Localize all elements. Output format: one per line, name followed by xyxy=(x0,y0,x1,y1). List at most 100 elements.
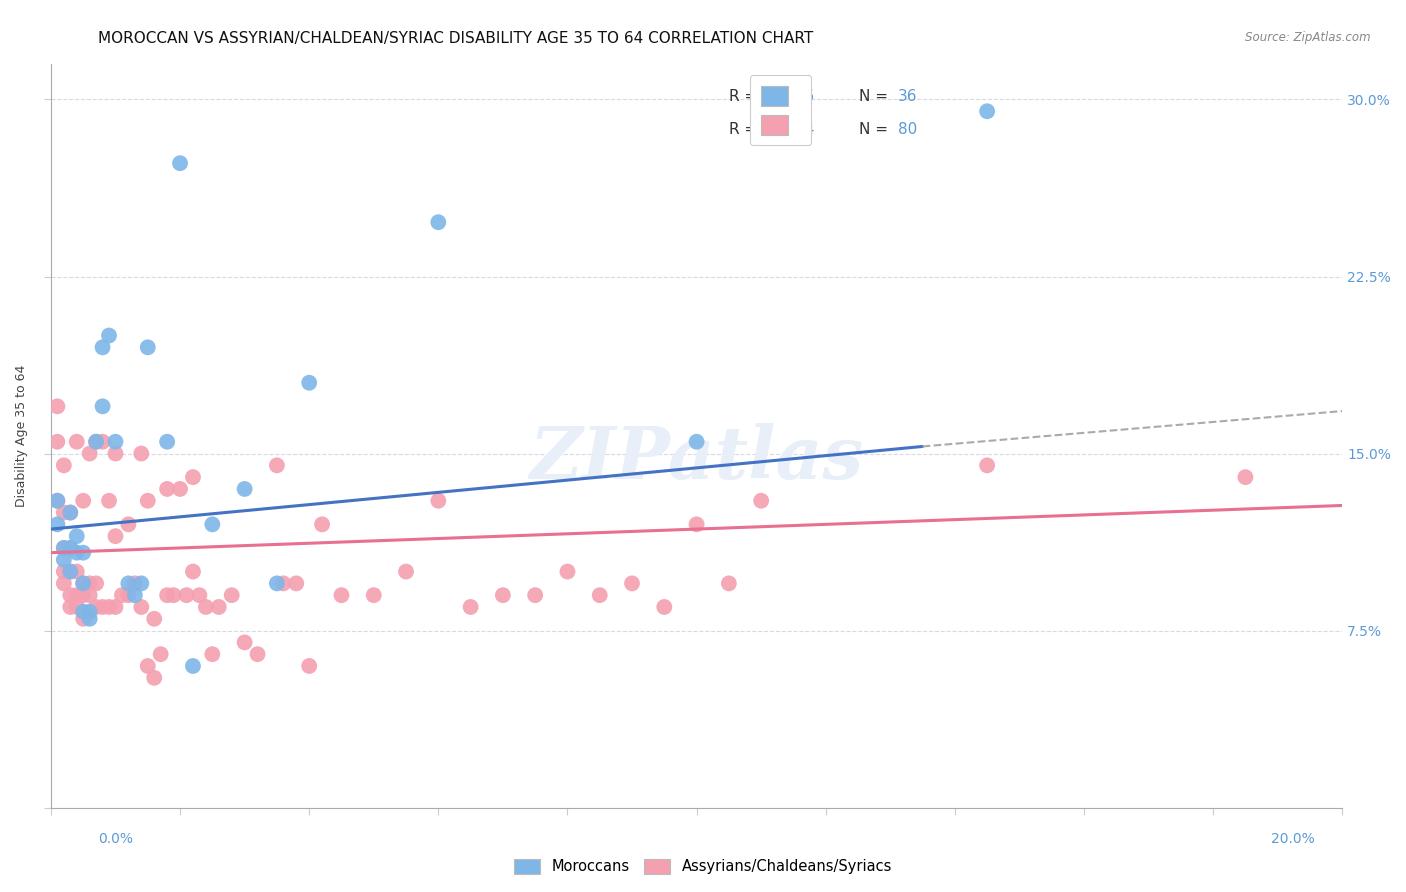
Point xyxy=(66,599,89,614)
Point xyxy=(652,599,675,614)
Point xyxy=(524,588,547,602)
Text: Source: ZipAtlas.com: Source: ZipAtlas.com xyxy=(1246,31,1371,45)
Legend: Moroccans, Assyrians/Chaldeans/Syriacs: Moroccans, Assyrians/Chaldeans/Syriacs xyxy=(508,853,898,880)
Point xyxy=(976,458,998,473)
Legend: , : , xyxy=(749,76,811,145)
Point xyxy=(72,546,94,560)
Point xyxy=(66,434,89,449)
Point xyxy=(460,599,482,614)
Point xyxy=(557,565,579,579)
Point xyxy=(72,588,94,602)
Point xyxy=(72,612,94,626)
Point xyxy=(79,588,101,602)
Text: R =: R = xyxy=(728,88,762,103)
Point xyxy=(104,434,127,449)
Point xyxy=(46,400,69,414)
Point xyxy=(124,588,146,602)
Point xyxy=(201,517,224,532)
Point xyxy=(52,565,75,579)
Point xyxy=(266,576,288,591)
Y-axis label: Disability Age 35 to 64: Disability Age 35 to 64 xyxy=(15,365,28,507)
Point xyxy=(131,446,153,460)
Point xyxy=(298,376,321,390)
Point xyxy=(59,541,82,555)
Point xyxy=(233,482,256,496)
Point xyxy=(79,576,101,591)
Text: 20.0%: 20.0% xyxy=(1271,832,1315,846)
Point xyxy=(52,506,75,520)
Text: MOROCCAN VS ASSYRIAN/CHALDEAN/SYRIAC DISABILITY AGE 35 TO 64 CORRELATION CHART: MOROCCAN VS ASSYRIAN/CHALDEAN/SYRIAC DIS… xyxy=(98,31,814,46)
Point xyxy=(131,599,153,614)
Point xyxy=(66,529,89,543)
Text: N =: N = xyxy=(859,88,893,103)
Point xyxy=(621,576,644,591)
Point xyxy=(91,599,114,614)
Text: 80: 80 xyxy=(898,122,917,137)
Point xyxy=(117,517,139,532)
Point xyxy=(59,506,82,520)
Point xyxy=(66,588,89,602)
Point xyxy=(52,541,75,555)
Point xyxy=(98,493,121,508)
Point xyxy=(72,576,94,591)
Point xyxy=(52,553,75,567)
Point xyxy=(285,576,308,591)
Point xyxy=(149,647,172,661)
Point xyxy=(59,565,82,579)
Point xyxy=(188,588,211,602)
Point xyxy=(66,565,89,579)
Point xyxy=(156,434,179,449)
Point xyxy=(273,576,295,591)
Point xyxy=(246,647,269,661)
Point xyxy=(59,565,82,579)
Point xyxy=(98,599,121,614)
Point xyxy=(91,340,114,354)
Point xyxy=(46,493,69,508)
Point xyxy=(59,599,82,614)
Point xyxy=(136,659,159,673)
Point xyxy=(208,599,231,614)
Point xyxy=(91,434,114,449)
Point xyxy=(131,576,153,591)
Point xyxy=(124,576,146,591)
Text: ZIPatlas: ZIPatlas xyxy=(530,423,863,493)
Point xyxy=(98,328,121,343)
Point xyxy=(104,599,127,614)
Point xyxy=(79,612,101,626)
Point xyxy=(111,588,134,602)
Point xyxy=(685,517,707,532)
Point xyxy=(298,659,321,673)
Point xyxy=(685,434,707,449)
Point xyxy=(136,340,159,354)
Point xyxy=(181,565,204,579)
Point xyxy=(117,576,139,591)
Point xyxy=(221,588,243,602)
Point xyxy=(427,493,450,508)
Point xyxy=(91,400,114,414)
Point xyxy=(330,588,353,602)
Point xyxy=(266,458,288,473)
Point xyxy=(233,635,256,649)
Point xyxy=(169,156,191,170)
Point xyxy=(79,605,101,619)
Point xyxy=(84,434,107,449)
Point xyxy=(72,493,94,508)
Point xyxy=(176,588,198,602)
Point xyxy=(427,215,450,229)
Point xyxy=(84,576,107,591)
Point xyxy=(59,588,82,602)
Point xyxy=(52,458,75,473)
Point xyxy=(136,493,159,508)
Point xyxy=(84,434,107,449)
Point xyxy=(52,541,75,555)
Point xyxy=(66,546,89,560)
Point xyxy=(143,671,166,685)
Point xyxy=(169,482,191,496)
Point xyxy=(162,588,184,602)
Point xyxy=(59,506,82,520)
Point xyxy=(156,482,179,496)
Point xyxy=(59,541,82,555)
Point xyxy=(395,565,418,579)
Text: 0.034: 0.034 xyxy=(772,122,815,137)
Point xyxy=(311,517,333,532)
